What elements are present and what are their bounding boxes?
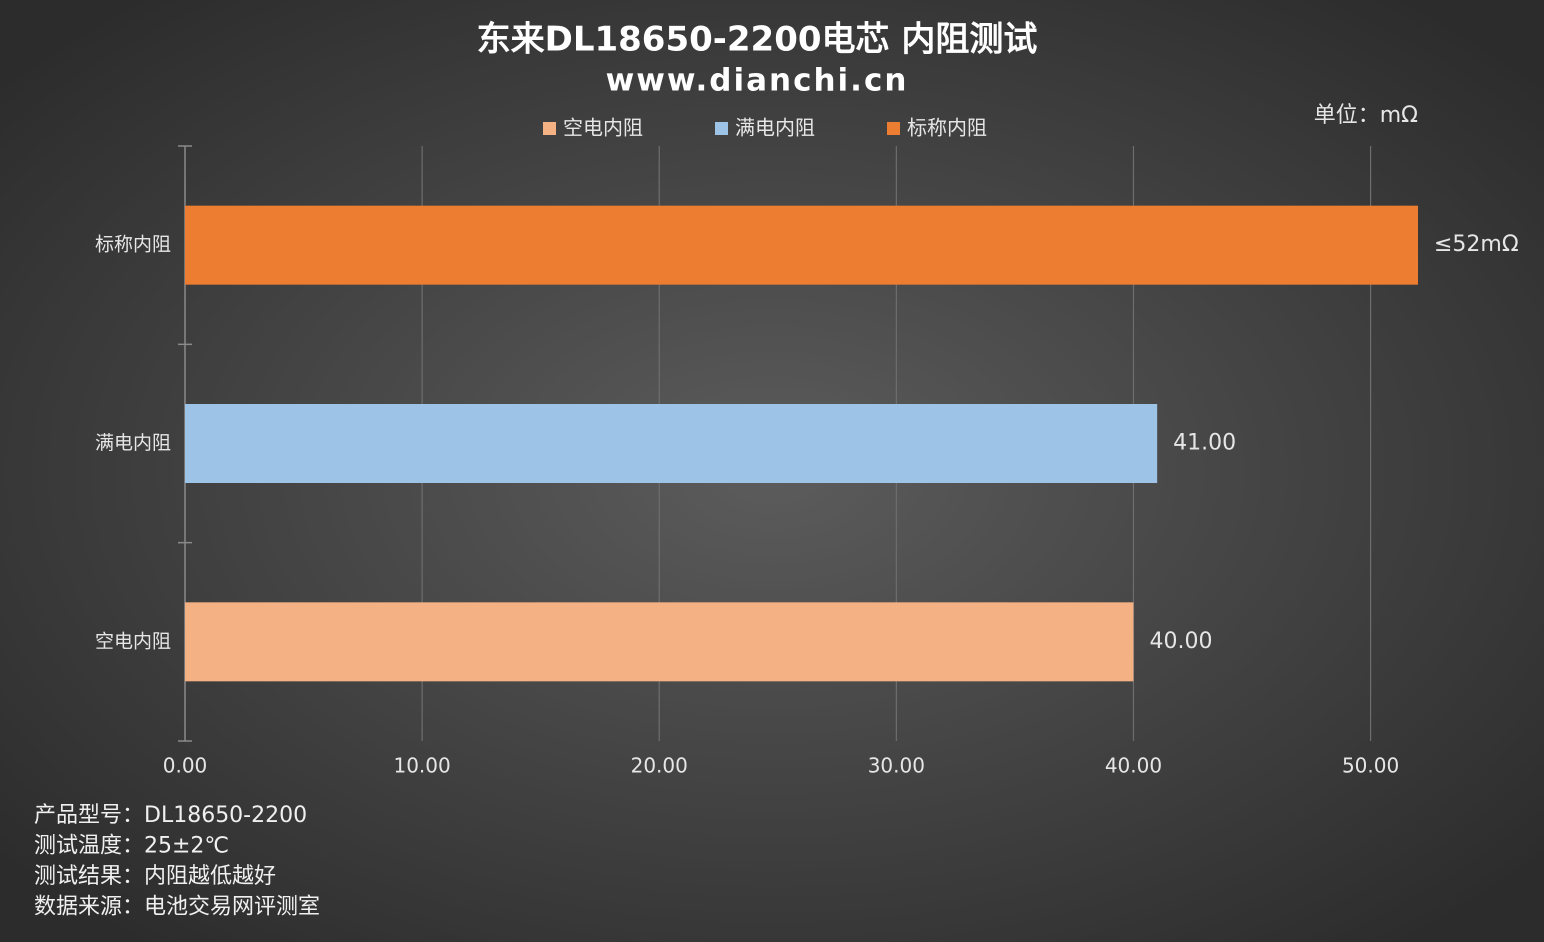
- legend-swatch: [543, 122, 556, 135]
- bar: [185, 404, 1158, 483]
- note: 数据来源：电池交易网评测室: [34, 895, 320, 920]
- x-tick-label: 30.00: [868, 754, 925, 778]
- x-tick-label: 50.00: [1342, 754, 1399, 778]
- x-tick-label: 0.00: [163, 754, 208, 778]
- legend-label: 标称内阻: [907, 116, 987, 140]
- x-tick-label: 20.00: [631, 754, 688, 778]
- legend-swatch: [887, 122, 900, 135]
- value-label: 41.00: [1173, 431, 1236, 456]
- y-tick-label: 标称内阻: [95, 234, 171, 256]
- note: 产品型号：DL18650-2200: [34, 803, 307, 828]
- chart-subtitle: www.dianchi.cn: [606, 63, 909, 99]
- bar: [185, 205, 1418, 285]
- unit-label: 单位：mΩ: [1314, 103, 1418, 128]
- bar: [185, 602, 1134, 682]
- legend-label: 满电内阻: [735, 116, 815, 140]
- note: 测试结果：内阻越低越好: [34, 864, 276, 889]
- chart-title: 东来DL18650-2200电芯 内阻测试: [477, 20, 1038, 60]
- x-tick-label: 40.00: [1105, 754, 1162, 778]
- value-label: ≤52mΩ: [1434, 232, 1519, 257]
- x-tick-label: 10.00: [393, 754, 450, 778]
- y-tick-label: 空电内阻: [95, 630, 171, 652]
- legend-swatch: [715, 122, 728, 135]
- value-label: 40.00: [1149, 629, 1212, 654]
- y-tick-label: 满电内阻: [95, 432, 171, 454]
- legend-label: 空电内阻: [563, 116, 643, 140]
- note: 测试温度：25±2℃: [34, 834, 229, 859]
